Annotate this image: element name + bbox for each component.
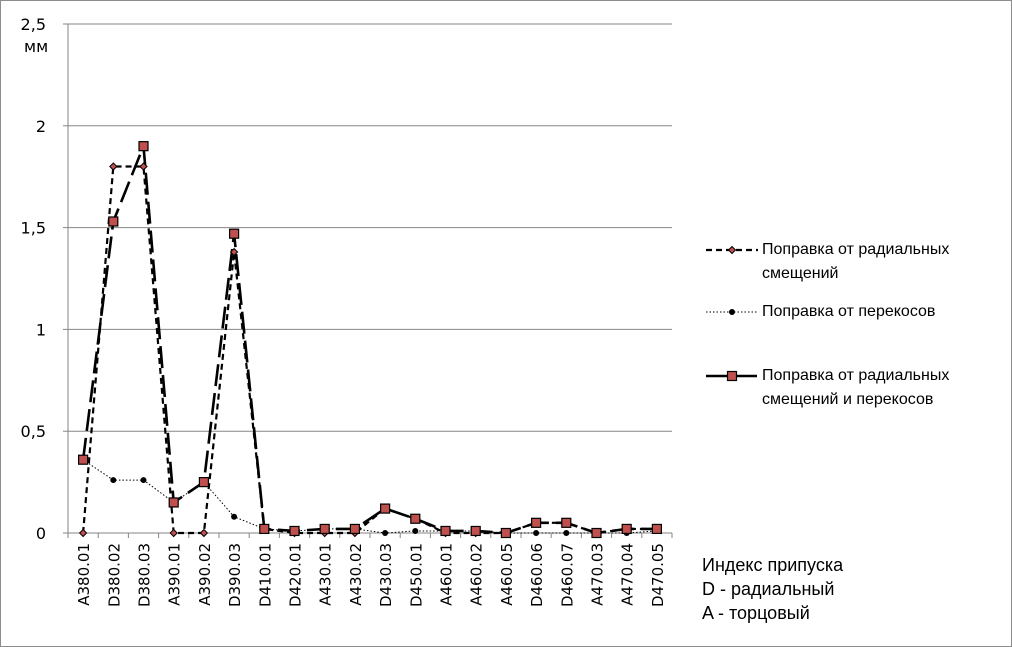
legend-swatch — [706, 245, 758, 255]
x-tick-label: A460.02 — [468, 543, 486, 606]
legend-label: Поправка от радиальных смещений и переко… — [762, 367, 950, 408]
data-point-square — [530, 517, 542, 528]
data-point-square — [319, 523, 330, 535]
x-tick-label: D380.03 — [136, 543, 154, 607]
y-tick-label: 1,5 — [21, 219, 46, 238]
data-point-square — [500, 527, 511, 539]
data-point-square — [410, 513, 421, 524]
data-point-square — [108, 216, 119, 227]
data-point-circle — [563, 530, 570, 536]
x-tick-label: D390.03 — [226, 543, 244, 607]
data-point-square — [470, 525, 481, 537]
y-unit-label: мм — [24, 37, 48, 56]
x-tick-label: D470.05 — [649, 543, 667, 607]
y-tick-label: 0 — [36, 524, 46, 543]
data-point-diamond — [199, 528, 209, 538]
x-tick-label: A430.02 — [347, 543, 365, 606]
legend-marker — [727, 245, 737, 255]
x-tick-label: A430.01 — [317, 543, 335, 606]
gridlines — [68, 23, 672, 432]
x-tick-label: D430.03 — [377, 543, 395, 607]
x-tick-label: D450.01 — [407, 543, 425, 607]
data-point-square — [77, 454, 89, 465]
legend-label: Поправка от радиальных смещений — [762, 241, 950, 282]
data-point-square — [168, 497, 179, 508]
x-tick-label: A460.01 — [438, 543, 456, 606]
series-lines — [81, 144, 657, 535]
series-line — [81, 144, 657, 535]
x-tick-label: D460.06 — [528, 543, 546, 607]
series-markers — [77, 141, 663, 539]
data-point-square — [621, 523, 632, 535]
data-point-diamond — [229, 247, 239, 257]
data-point-diamond — [169, 528, 178, 538]
y-tick-label: 0,5 — [21, 422, 46, 441]
data-point-circle — [382, 530, 389, 536]
data-point-square — [229, 228, 240, 239]
x-tick-label: A390.02 — [196, 543, 214, 606]
tick-labels: 0 0,5 1 1,5 2 2,5 мм A380.01 D380.02 D380.03 A390.… — [21, 15, 667, 607]
data-point-diamond — [139, 162, 148, 171]
data-point-square — [591, 527, 602, 539]
y-tick-label: 2,5 — [21, 15, 46, 34]
y-tick-label: 2 — [36, 117, 46, 136]
legend-swatch — [706, 370, 758, 382]
axis-note: Индекс припуска D - радиальный A - торцо… — [702, 555, 844, 623]
data-point-square — [651, 523, 663, 535]
data-point-diamond — [78, 528, 88, 538]
x-tick-label: A380.01 — [75, 543, 93, 606]
data-point-circle — [140, 477, 147, 484]
legend-marker — [729, 309, 735, 315]
data-point-square — [198, 477, 209, 488]
x-tick-label: A460.05 — [498, 543, 516, 606]
x-tick-label: D420.01 — [287, 543, 305, 607]
data-point-square — [380, 503, 391, 514]
x-tick-label: D380.02 — [105, 543, 123, 607]
x-tick-label: A390.01 — [166, 543, 184, 606]
x-tick-label: A470.03 — [589, 543, 607, 606]
data-point-circle — [110, 477, 117, 484]
data-point-circle — [533, 530, 540, 536]
data-point-square — [561, 517, 572, 528]
series-line — [82, 165, 657, 535]
data-point-square — [349, 523, 360, 535]
x-tick-label: A470.04 — [619, 543, 637, 606]
x-tick-label: D460.07 — [558, 543, 576, 607]
data-point-square — [289, 525, 300, 537]
data-point-square — [440, 525, 451, 537]
x-tick-label: D410.01 — [256, 543, 274, 607]
legend-label: Поправка от перекосов — [762, 303, 936, 320]
data-point-square — [138, 141, 149, 152]
data-point-square — [259, 523, 270, 535]
data-point-circle — [231, 513, 238, 520]
legend-marker — [726, 370, 738, 382]
legend-swatch — [706, 309, 758, 315]
y-tick-label: 1 — [36, 320, 46, 339]
data-point-diamond — [109, 162, 118, 171]
data-point-circle — [412, 527, 419, 534]
